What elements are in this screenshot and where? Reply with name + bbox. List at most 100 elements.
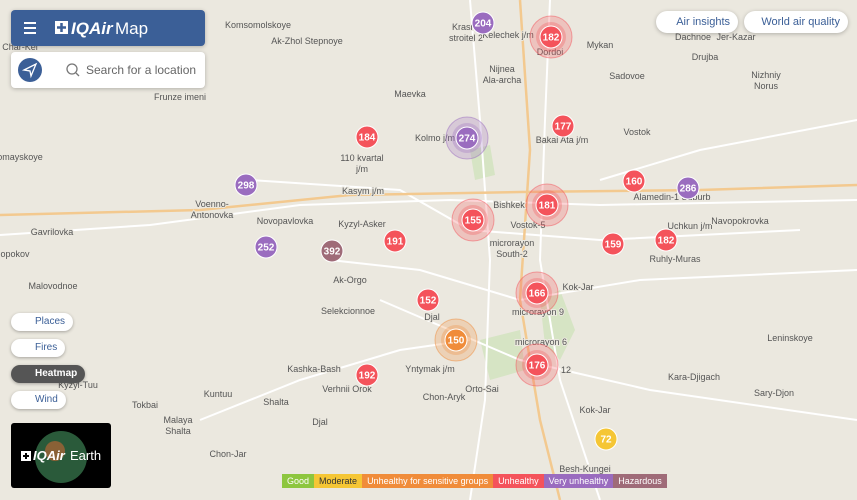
layer-label: Places	[35, 316, 66, 327]
layer-button[interactable]: Fires	[11, 339, 66, 357]
place-label: Malovodnoe	[28, 281, 77, 291]
place-label: Shalta	[165, 426, 191, 436]
aqi-marker[interactable]	[234, 173, 258, 197]
aqi-marker[interactable]	[676, 176, 700, 200]
legend-item: Very unhealthy	[543, 474, 614, 488]
locate-button[interactable]	[18, 58, 42, 82]
search-box[interactable]: Search for a location	[11, 52, 205, 88]
place-label: Sary-Djon	[754, 388, 794, 398]
logo: IQAir	[71, 19, 114, 38]
aqi-marker[interactable]	[622, 169, 646, 193]
place-label: Vostok-5	[510, 220, 545, 230]
aqi-value: 252	[258, 243, 275, 254]
aqi-value: 298	[238, 181, 255, 192]
header: IQAir Map	[11, 10, 205, 46]
place-label: Kuntuu	[204, 389, 233, 399]
place-label: Kara-Djigach	[668, 372, 720, 382]
aqi-value: 160	[626, 177, 643, 188]
aqi-marker[interactable]	[551, 114, 575, 138]
place-label: Chon-Aryk	[423, 392, 466, 402]
search-graphic: Search for a location	[18, 58, 196, 82]
layer-button[interactable]: Wind	[11, 391, 66, 409]
aqi-value: 204	[475, 19, 492, 30]
layer-button[interactable]: Heatmap	[11, 365, 86, 383]
header-graphic: IQAir Map	[24, 19, 148, 38]
aqi-marker[interactable]	[416, 288, 440, 312]
aqi-value: 72	[600, 435, 612, 446]
legend-item: Good	[282, 474, 315, 488]
aqi-marker[interactable]	[461, 208, 485, 232]
header-title: Map	[115, 19, 148, 38]
legend-item: Hazardous	[613, 474, 667, 488]
aqi-value: 166	[529, 289, 546, 300]
place-label: Ruhly-Muras	[649, 254, 701, 264]
place-label: Dordoi	[537, 47, 564, 57]
aqi-value: 155	[465, 216, 482, 227]
place-label: Mykan	[587, 40, 614, 50]
aqi-marker[interactable]	[539, 25, 563, 49]
place-label: opokov	[0, 249, 30, 259]
earth-box[interactable]: IQAir Earth	[11, 423, 111, 488]
aqi-value: 176	[529, 361, 546, 372]
place-label: Nizhniy	[751, 70, 781, 80]
legend-item: Moderate	[314, 474, 363, 488]
aqi-marker[interactable]	[320, 239, 344, 263]
place-label: Vostok	[623, 127, 651, 137]
place-label: Frunze imeni	[154, 92, 206, 102]
place-label: 12	[561, 365, 571, 375]
aqi-marker[interactable]	[355, 125, 379, 149]
world-air-quality-button[interactable]: World air quality	[744, 11, 848, 33]
button-label: Air insights	[676, 16, 730, 28]
legend: Good Moderate Unhealthy for sensitive grou…	[282, 474, 667, 488]
layer-button[interactable]: Places	[11, 313, 74, 331]
aqi-marker[interactable]	[525, 353, 549, 377]
air-insights-button[interactable]: Air insights	[656, 11, 738, 33]
place-label: Djal	[424, 312, 440, 322]
place-label: South-2	[496, 249, 528, 259]
search-placeholder[interactable]: Search for a location	[86, 63, 196, 77]
place-label: Maevka	[394, 89, 426, 99]
aqi-value: 159	[605, 240, 622, 251]
place-label: Kashka-Bash	[287, 364, 341, 374]
place-label: Jer-Kazar	[716, 32, 755, 42]
aqi-value: 152	[420, 296, 437, 307]
place-label: Alamedin-1 Suburb	[633, 192, 710, 202]
aqi-marker[interactable]	[471, 11, 495, 35]
aqi-value: 181	[539, 201, 556, 212]
aqi-marker[interactable]	[654, 228, 678, 252]
menu-icon[interactable]	[24, 22, 36, 34]
earth-logo: IQAir	[33, 448, 66, 463]
aqi-value: 286	[680, 184, 697, 195]
place-label: Navopokrovka	[711, 216, 769, 226]
aqi-value: 150	[448, 336, 465, 347]
legend-item: Unhealthy for sensitive groups	[362, 474, 494, 488]
place-label: Ak-Zhol Stepnoye	[271, 36, 343, 46]
place-label: Bakai Ata j/m	[536, 135, 589, 145]
place-label: Uchkun j/m	[667, 221, 712, 231]
search-icon	[66, 63, 78, 75]
place-label: Besh-Kungei	[559, 464, 611, 474]
aqi-value: 191	[387, 237, 404, 248]
aqi-value: 182	[658, 236, 675, 247]
place-label: 110 kvartal	[340, 153, 383, 163]
legend-item: Unhealthy	[493, 474, 544, 488]
place-label: Voenno-	[195, 199, 229, 209]
aqi-marker[interactable]	[535, 193, 559, 217]
aqi-marker[interactable]	[383, 229, 407, 253]
place-label: Bishkek	[493, 200, 525, 210]
aqi-marker[interactable]	[455, 126, 479, 150]
place-label: Tokbai	[132, 400, 158, 410]
aqi-marker[interactable]	[525, 281, 549, 305]
place-label: microrayon 6	[515, 337, 567, 347]
layer-label: Wind	[35, 394, 58, 405]
place-label: microrayon	[490, 238, 535, 248]
place-label: Gavrilovka	[31, 227, 74, 237]
aqi-marker[interactable]	[254, 235, 278, 259]
aqi-value: 274	[459, 134, 476, 145]
aqi-marker[interactable]	[444, 328, 468, 352]
aqi-marker[interactable]	[594, 427, 618, 451]
place-label: Orto-Sai	[465, 384, 499, 394]
aqi-marker[interactable]	[601, 232, 625, 256]
aqi-marker[interactable]	[355, 363, 379, 387]
